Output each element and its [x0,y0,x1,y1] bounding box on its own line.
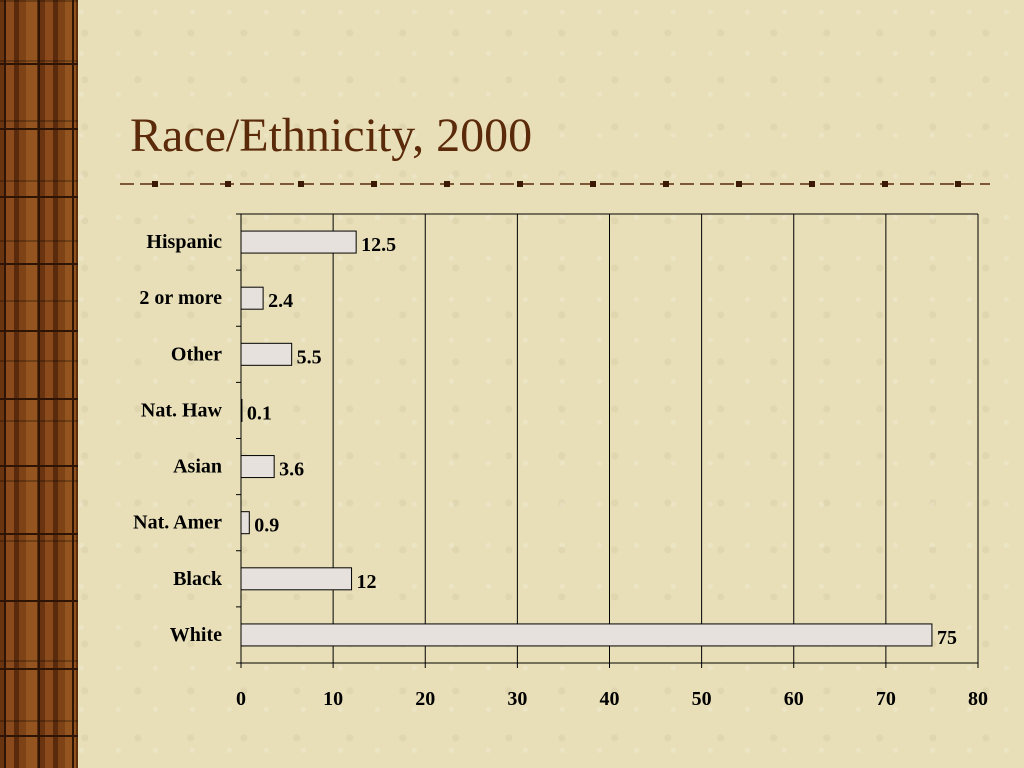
category-label: White [170,624,222,646]
data-label: 5.5 [297,346,322,368]
bar [240,230,357,254]
wood-border-decoration [0,0,78,768]
x-tick-label: 0 [236,688,246,710]
x-tick-label: 10 [323,688,343,710]
data-label: 75 [937,627,957,649]
bar [240,398,243,422]
chart-plot-area: 0 10 20 30 40 50 60 70 80 Hispanic 12.5 2 or more 2.… [133,213,988,710]
divider-dot [371,181,377,187]
category-label: Other [171,343,222,365]
bar [240,342,293,366]
data-label: 0.1 [247,402,272,424]
x-tick-label: 60 [784,688,804,710]
data-label: 12.5 [361,234,396,256]
divider-dot [444,181,450,187]
x-tick-label: 70 [876,688,896,710]
data-label: 12 [357,571,377,593]
data-label: 0.9 [254,515,279,537]
bar [240,286,264,310]
x-tick-label: 80 [968,688,988,710]
category-label: Nat. Haw [141,399,223,421]
x-tick-label: 40 [600,688,620,710]
slide-title: Race/Ethnicity, 2000 [130,109,533,162]
wood-seam [72,0,74,768]
divider-dot [663,181,669,187]
category-label: Black [173,568,223,590]
bar [240,511,250,535]
divider-dot [298,181,304,187]
bar [240,623,933,647]
data-label: 2.4 [268,290,293,312]
bar [240,567,353,591]
bar [240,455,275,479]
divider-dot [590,181,596,187]
category-label: Nat. Amer [133,512,222,534]
divider-dot [152,181,158,187]
category-label: Asian [173,456,222,478]
wood-seam [4,0,6,768]
divider-dot [517,181,523,187]
divider-dot [225,181,231,187]
divider-dot [955,181,961,187]
x-tick-label: 50 [692,688,712,710]
wood-seam [38,0,40,768]
data-label: 3.6 [279,459,304,481]
category-label: 2 or more [139,287,222,309]
x-tick-label: 30 [507,688,527,710]
divider-dot [882,181,888,187]
divider-dot [736,181,742,187]
divider-dot [809,181,815,187]
category-label: Hispanic [146,231,222,253]
x-tick-label: 20 [415,688,435,710]
title-divider-line [120,181,990,187]
